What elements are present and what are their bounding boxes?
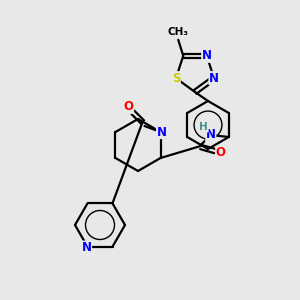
Text: N: N <box>82 241 92 254</box>
Text: N: N <box>209 72 219 85</box>
Text: S: S <box>172 72 180 85</box>
Text: CH₃: CH₃ <box>168 27 189 37</box>
Text: H: H <box>200 122 208 132</box>
Text: O: O <box>216 146 226 160</box>
Text: N: N <box>157 125 166 139</box>
Text: N: N <box>206 128 216 142</box>
Text: N: N <box>202 49 212 62</box>
Text: O: O <box>124 100 134 113</box>
